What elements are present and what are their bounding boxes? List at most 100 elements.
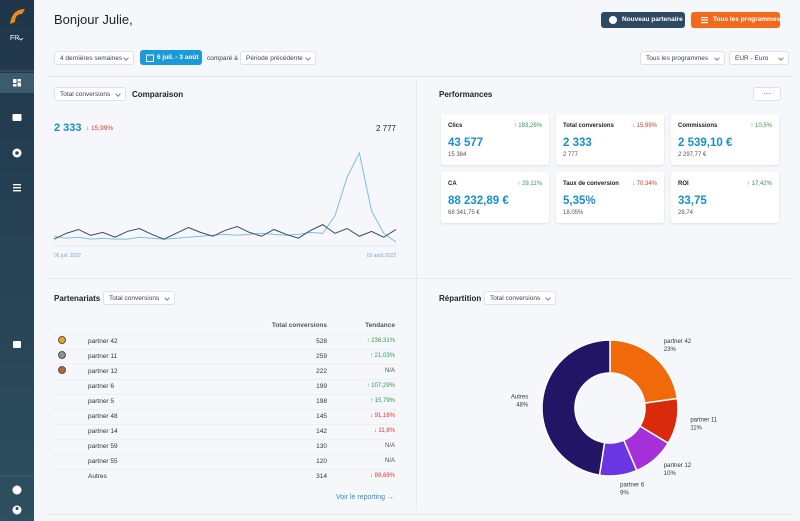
kpi-previous: 68 341,75 € (448, 210, 480, 216)
segment-value: 48% (516, 403, 529, 409)
partner-name: partner 59 (88, 443, 118, 450)
partners-select[interactable]: Total conversions (103, 291, 175, 305)
segment-name: partner 12 (664, 463, 692, 469)
nav-store[interactable] (13, 341, 21, 348)
kpi-previous: 28,74 (678, 210, 694, 216)
compare-select[interactable]: Période précédente (240, 51, 316, 65)
separator (46, 76, 792, 77)
conversions: 314 (316, 473, 327, 480)
trend: ↓ 11,8% (373, 428, 395, 434)
programs-button[interactable]: Tous les programmes (691, 12, 780, 28)
kpi-value: 33,75 (678, 195, 707, 207)
conversions: 142 (316, 428, 327, 435)
kpi-card: Taux de conversion ↓ 70,34% 5,35% 18,05% (556, 172, 664, 223)
conversions: 145 (316, 413, 327, 420)
active-item[interactable] (0, 73, 34, 93)
icon (609, 16, 617, 24)
row-separator (54, 334, 396, 335)
nav-list (13, 190, 21, 192)
nav-list[interactable] (13, 184, 21, 186)
performance-title: Performances (439, 90, 493, 99)
repartition-select[interactable]: Total conversions (484, 291, 556, 305)
nav-help[interactable] (12, 485, 22, 495)
trend: ↑ 21,03% (369, 353, 395, 359)
kpi-label: Clics (448, 123, 463, 129)
kpi-label: Taux de conversion (563, 181, 619, 187)
segment-value: 9% (620, 490, 629, 496)
comparison-select[interactable]: Total conversions (54, 87, 126, 101)
compared-label: comparé à (207, 55, 238, 62)
current-value: 2 333 (54, 122, 82, 134)
medal-icon (58, 336, 66, 344)
kpi-change: ↓ 15,99% (631, 123, 657, 129)
kpi-card: ROI ↑ 17,42% 33,75 28,74 (671, 172, 779, 223)
nav-messages[interactable] (12, 114, 22, 121)
kpi-label: Total conversions (563, 123, 614, 129)
kpi-previous: 18,05% (563, 210, 584, 216)
kpi-previous: 2 297,77 € (678, 152, 707, 158)
segment-value: 10% (664, 471, 677, 477)
range-button[interactable]: 6 juil. - 3 août (140, 50, 202, 65)
period-select[interactable]: 4 dernières semaines (54, 51, 134, 65)
column-header: Total conversions (271, 322, 327, 329)
donut-chart: partner 42 23% partner 11 11% partner 12 10% p… (511, 339, 718, 496)
segment-value: 11% (690, 425, 702, 431)
partner-name: partner 55 (88, 458, 118, 465)
x-tick-label: 03 août 2022 (367, 253, 396, 259)
menu-button[interactable]: ··· (753, 87, 781, 101)
separator (416, 80, 417, 510)
nav-list (13, 187, 21, 189)
segment-name: partner 42 (664, 339, 692, 345)
nav-programs (15, 151, 19, 155)
partner-name: partner 6 (88, 383, 115, 390)
partner-name: partner 11 (88, 353, 118, 360)
row-separator (54, 394, 396, 395)
row-separator (54, 439, 396, 440)
partners-title: Partenariats (54, 294, 101, 303)
trend: ↑ 15,79% (369, 398, 395, 404)
kpi-change: ↑ 183,26% (513, 123, 542, 129)
kpi-previous: 2 777 (563, 152, 579, 158)
lang[interactable]: FR (10, 35, 20, 42)
series-line (53, 151, 397, 243)
kpi-value: 2 539,10 € (678, 137, 733, 149)
trend: N/A (384, 443, 395, 449)
segment-name: Autres (511, 395, 528, 401)
kpi-value: 88 232,89 € (448, 195, 509, 207)
reporting-link[interactable]: Voir le reporting → (336, 494, 394, 501)
programs-select[interactable]: Tous les programmes (640, 51, 725, 65)
new-partner-button[interactable]: Nouveau partenaire (601, 12, 685, 28)
x-tick-label: 06 juil. 2022 (54, 253, 81, 259)
donut-segment (541, 339, 611, 477)
nav-dashboard (17, 79, 21, 82)
column-header: Tendance (365, 322, 395, 329)
partner-name: partner 5 (88, 398, 115, 405)
nav-dashboard[interactable] (13, 79, 17, 83)
conversions: 120 (316, 458, 327, 465)
conversions: 222 (316, 368, 327, 375)
segment-name: partner 11 (690, 417, 718, 423)
trend: ↑ 107,29% (366, 383, 395, 389)
partner-name: partner 14 (88, 428, 118, 435)
conversions: 259 (316, 353, 327, 360)
separator (46, 514, 792, 515)
conversions: 130 (316, 443, 327, 450)
kpi-value: 5,35% (563, 195, 596, 207)
row-separator (54, 349, 396, 350)
logo (10, 9, 25, 24)
button-label: Tous les programmes (713, 16, 781, 23)
previous-value: 2 777 (375, 124, 396, 133)
sidebar: FR (0, 0, 34, 521)
partner-name: partner 12 (88, 368, 118, 375)
kpi-card: CA ↑ 29,11% 88 232,89 € 68 341,75 € (441, 172, 549, 223)
nav-dashboard (13, 84, 17, 87)
segment-value: 23% (664, 347, 677, 353)
nav-account (15, 507, 19, 510)
kpi-value: 43 577 (448, 137, 484, 149)
medal-icon (58, 351, 66, 359)
calendar-icon (146, 54, 154, 62)
greeting: Bonjour Julie, (54, 12, 133, 27)
currency-select[interactable]: EUR - Euro (729, 51, 789, 65)
conversions: 198 (316, 398, 327, 405)
